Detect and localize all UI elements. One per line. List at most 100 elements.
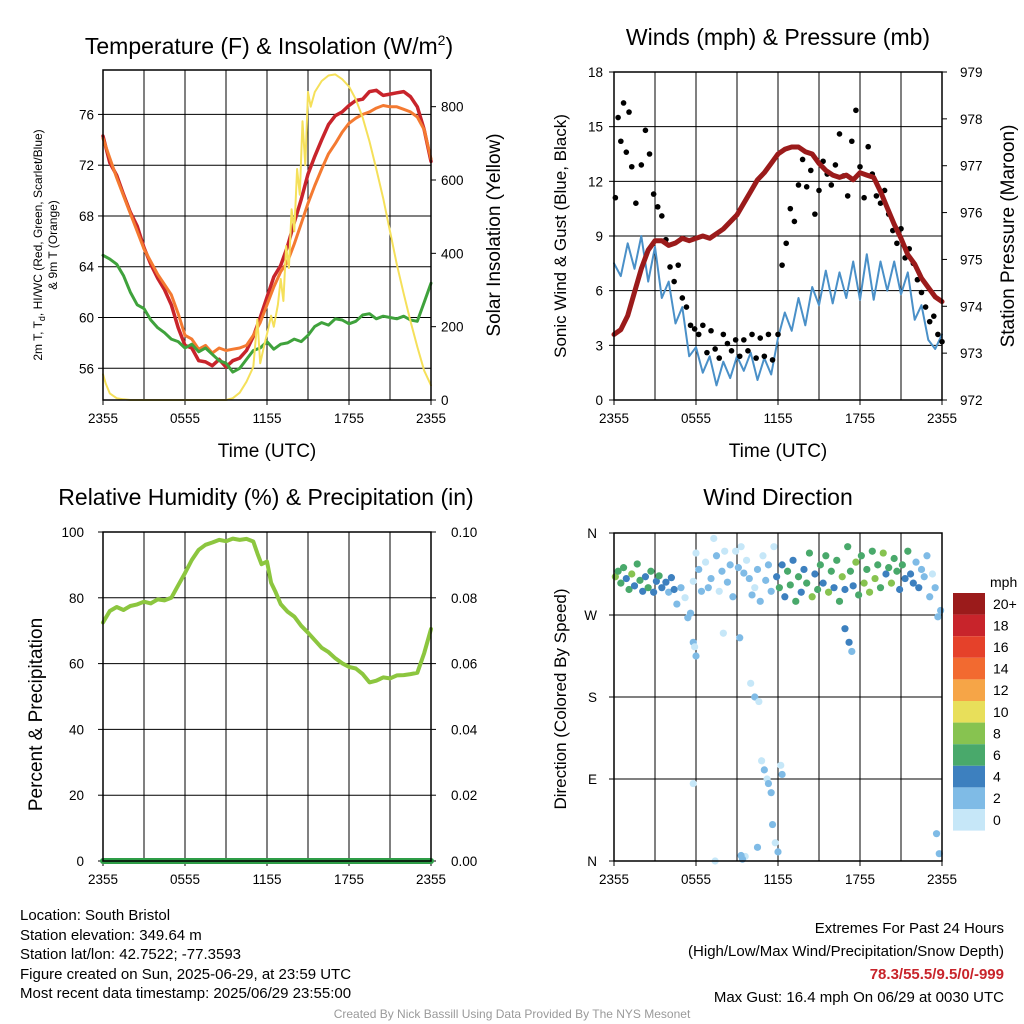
direction-point: [835, 597, 844, 605]
direction-point: [931, 584, 939, 592]
plot-border: [613, 71, 943, 401]
station-location: Location: South Bristol: [20, 907, 171, 924]
x-tick-label: 2355: [927, 872, 957, 887]
extremes-block: Extremes For Past 24 Hours (High/Low/Max…: [688, 917, 1004, 1009]
direction-point: [904, 547, 912, 555]
colorbar-segment: [953, 614, 985, 637]
y2-tick-label: 0.06: [451, 657, 477, 672]
gust-point: [765, 331, 772, 338]
y2-tick-label: 600: [441, 173, 464, 188]
direction-point: [934, 613, 942, 621]
y2-tick-label: 978: [960, 112, 983, 127]
direction-point: [681, 594, 689, 602]
extremes-values: 78.3/55.5/9.5/0/-999: [869, 966, 1004, 983]
chart-title-main: Temperature (F) & Insolation (W/m: [85, 33, 438, 59]
y-tick-label: 0: [595, 393, 603, 408]
x-tick-label: 1155: [252, 872, 281, 887]
gust-point: [779, 262, 785, 268]
direction-point: [775, 584, 783, 592]
plot-border: [613, 532, 943, 862]
gust-point: [757, 335, 764, 341]
gust-point: [775, 331, 781, 338]
direction-point: [723, 578, 732, 586]
y-tick-label: W: [584, 608, 597, 623]
colorbar-label: 2: [993, 790, 1001, 806]
chart-title-superscript: 2: [438, 32, 446, 48]
direction-point: [767, 587, 775, 595]
y2-tick-label: 974: [960, 299, 983, 314]
colorbar-label: 0: [993, 812, 1001, 828]
gust-point: [728, 348, 735, 354]
direction-point: [740, 569, 748, 577]
y2-axis-label: Station Pressure (Maroon): [998, 125, 1019, 348]
direction-point: [691, 643, 699, 651]
y-tick-label: E: [588, 772, 597, 787]
y-tick-label: 12: [588, 174, 603, 189]
direction-point: [885, 564, 893, 572]
max-gust: Max Gust: 16.4 mph On 06/29 at 0030 UTC: [713, 989, 1004, 1006]
direction-point: [773, 573, 781, 581]
direction-point: [758, 757, 766, 765]
gust-point: [638, 162, 645, 168]
direction-point: [614, 567, 622, 575]
credit-line: Created By Nick Bassill Using Data Provi…: [333, 1007, 691, 1021]
direction-point: [650, 588, 658, 596]
y-tick-label: 76: [79, 107, 94, 122]
gust-point: [873, 193, 880, 199]
direction-point: [846, 567, 855, 575]
y2-tick-label: 972: [960, 393, 983, 408]
direction-point: [742, 556, 751, 564]
direction-point: [794, 573, 803, 581]
y2-axis-label: Solar Insolation (Yellow): [484, 133, 505, 336]
direction-point: [686, 609, 695, 617]
direction-point: [865, 588, 874, 596]
gust-point: [753, 355, 759, 361]
gust-point: [642, 127, 649, 134]
direction-point: [868, 547, 876, 555]
gust-point: [683, 304, 690, 310]
gust-point: [650, 191, 657, 197]
direction-point: [808, 593, 816, 601]
direction-point: [844, 543, 852, 551]
direction-point: [855, 591, 863, 599]
colorbar-label: 14: [993, 661, 1009, 677]
gust-point: [799, 156, 806, 163]
gust-point: [628, 163, 635, 170]
gust-point: [724, 340, 731, 347]
y2-tick-label: 0.00: [451, 854, 477, 869]
gust-point: [736, 353, 743, 360]
gust-point: [704, 349, 710, 356]
direction-point: [755, 697, 763, 706]
gust-point: [749, 331, 755, 338]
direction-point: [879, 549, 887, 557]
gust-point: [931, 313, 937, 319]
direction-point: [760, 766, 768, 774]
direction-point: [860, 579, 868, 587]
y-tick-label: 15: [588, 120, 603, 135]
figure: 2355 0555 1155 1755 235556606468727602004006…: [26, 24, 1019, 887]
gust-point: [791, 218, 798, 225]
direction-point: [830, 584, 838, 592]
direction-point: [805, 549, 814, 557]
direction-point: [849, 582, 857, 590]
gust-point: [716, 355, 723, 361]
chart-title: Temperature (F) & Insolation (W/m2): [85, 32, 453, 59]
y-tick-label: 40: [69, 722, 84, 737]
direction-point: [814, 585, 822, 594]
x-tick-label: 1155: [252, 411, 281, 426]
y-tick-label: 60: [69, 657, 84, 672]
colorbar-segment: [953, 744, 985, 766]
direction-point: [697, 587, 706, 595]
chart-title: Wind Direction: [703, 484, 853, 510]
gust-point: [708, 327, 714, 334]
direction-point: [726, 561, 734, 569]
chart-title: Relative Humidity (%) & Precipitation (i…: [58, 484, 473, 510]
series-line-dewpoint: [101, 253, 433, 374]
direction-point: [771, 839, 779, 847]
y-tick-label: 64: [79, 260, 95, 275]
direction-point: [803, 579, 811, 587]
gust-point: [787, 205, 794, 212]
y-axis-label: 2m T, Td, HI/WC (Red, Green, Scarlet/Blu…: [31, 129, 47, 360]
colorbar-segment: [953, 722, 985, 745]
gust-point: [732, 337, 739, 343]
